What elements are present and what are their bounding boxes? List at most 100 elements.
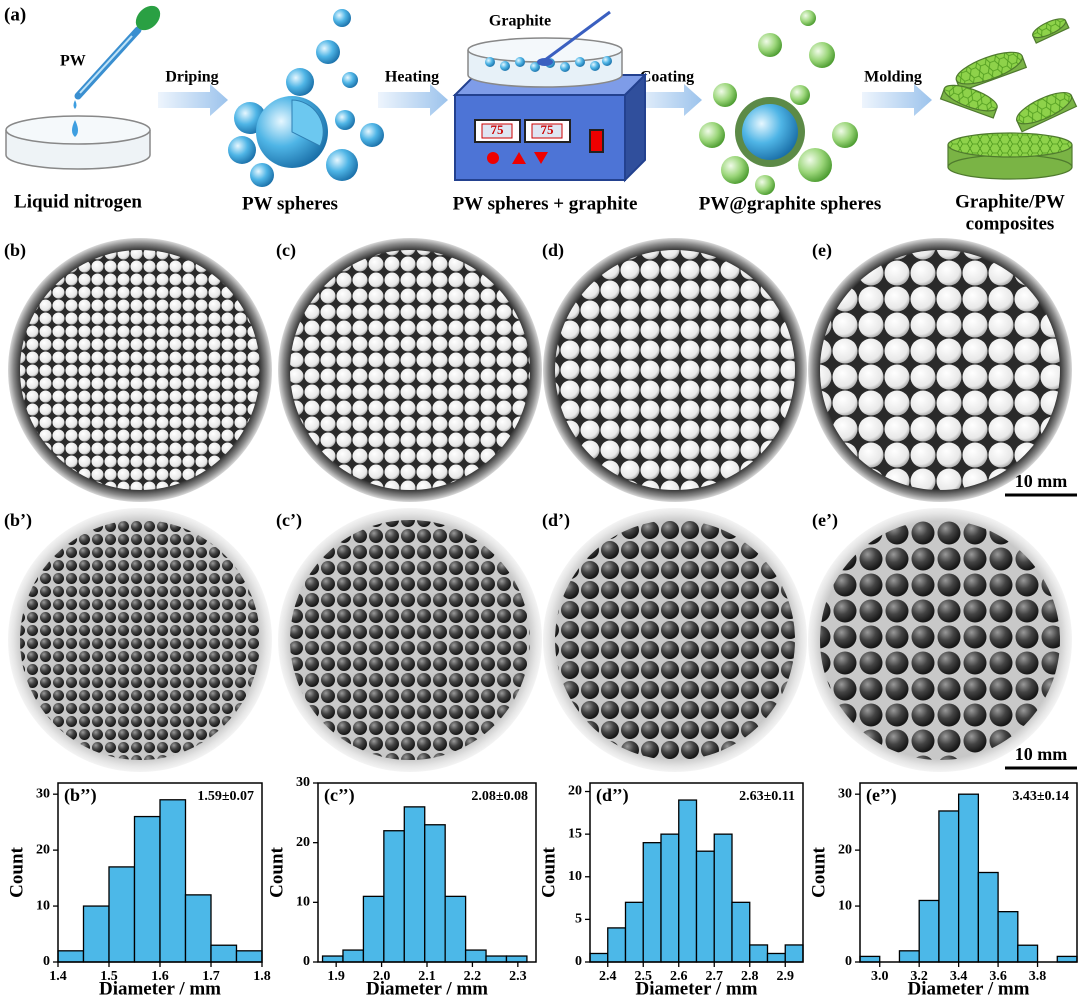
bar (108, 866, 136, 963)
arrow (862, 84, 932, 116)
stage-label: composites (966, 213, 1055, 234)
x-tick-label: 2.9 (777, 969, 795, 984)
plot-frame (589, 782, 804, 963)
bar (184, 894, 212, 963)
panel-label: (d’’) (596, 785, 629, 806)
scale-bar-label: 10 mm (1015, 744, 1068, 764)
y-tick-label: 15 (568, 826, 582, 841)
bar (678, 799, 698, 963)
panel-label: (d’) (542, 510, 570, 531)
bar (660, 833, 680, 963)
scale-bar-label: 10 mm (1015, 471, 1068, 491)
y-tick-label: 20 (568, 784, 582, 799)
y-tick-label: 10 (36, 898, 50, 913)
bar (210, 944, 238, 963)
x-axis-label: Diameter / mm (99, 978, 221, 999)
bar (642, 842, 662, 963)
annotation: 2.08±0.08 (471, 789, 528, 804)
bar (1017, 944, 1039, 963)
x-tick-label: 1.5 (100, 969, 118, 984)
histogram-chart: 1.9 2.0 2.1 2.2 2.3 0 10 20 30 Diameter / mm Count… (266, 775, 537, 999)
x-axis-label: Diameter / mm (907, 978, 1029, 999)
x-tick-label: 2.3 (509, 969, 527, 984)
bar (977, 871, 999, 963)
bar (342, 949, 365, 963)
bar (624, 901, 644, 963)
composite-discs (939, 18, 1078, 180)
bar (133, 815, 161, 963)
bar (57, 950, 85, 963)
panel-label: (e’) (812, 510, 838, 531)
annotation: 1.59±0.07 (197, 789, 254, 804)
bar (403, 806, 426, 963)
x-tick-label: 1.7 (202, 969, 220, 984)
display-value: 75 (541, 122, 555, 137)
bar (731, 901, 751, 963)
bar (235, 950, 263, 963)
bar (362, 895, 385, 963)
bar (444, 895, 467, 963)
pw-spheres (228, 9, 384, 187)
display-value: 75 (491, 122, 505, 137)
bar (898, 950, 920, 963)
panel-label: (c’’) (324, 785, 355, 806)
bar (383, 830, 405, 963)
panel-label: (b’’) (64, 785, 97, 806)
bar (938, 810, 960, 963)
x-tick-label: 2.2 (464, 969, 482, 984)
x-tick-label: 1.4 (49, 969, 67, 984)
x-axis-label: Diameter / mm (635, 978, 757, 999)
bar (82, 905, 110, 963)
x-axis-label: Diameter / mm (366, 978, 488, 999)
y-axis-label: Count (266, 846, 287, 897)
x-tick-label: 3.6 (989, 969, 1007, 984)
bar (485, 955, 508, 963)
x-tick-label: 1.9 (327, 969, 345, 984)
stage-label: PW@graphite spheres (699, 193, 882, 214)
bar (918, 899, 940, 963)
y-tick-label: 20 (838, 842, 852, 857)
panel-label: (e’’) (866, 785, 897, 806)
x-tick-label: 2.8 (741, 969, 759, 984)
panel-label: (a) (4, 4, 26, 25)
step-label: Molding (864, 69, 922, 86)
bar (749, 944, 769, 963)
stage-label: PW spheres (242, 193, 338, 214)
step-label: Driping (165, 69, 218, 86)
panel-label: (b’) (4, 510, 32, 531)
y-tick-label: 0 (303, 954, 310, 969)
stage-label: PW spheres + graphite (453, 193, 638, 214)
x-tick-label: 2.4 (599, 969, 617, 984)
step-label: Coating (640, 69, 694, 86)
photos-white: (b) (c) (d) (e) 10 mm (4, 238, 1077, 502)
y-tick-label: 10 (568, 869, 582, 884)
pw-label: PW (60, 53, 86, 70)
arrow (378, 84, 448, 116)
x-tick-label: 1.6 (151, 969, 169, 984)
y-axis-label: Count (808, 846, 829, 897)
panel-label: (c) (276, 240, 296, 261)
y-tick-label: 20 (36, 842, 50, 857)
petri-dish (5, 115, 151, 170)
arrow (158, 84, 228, 116)
y-tick-label: 0 (845, 954, 852, 969)
schematic: (a) PW Driping Heating Coating Molding (4, 4, 1078, 234)
coated-spheres (699, 10, 858, 195)
histogram-chart: 2.4 2.5 2.6 2.7 2.8 2.9 0 5 10 15 20 Diameter / mm C… (538, 782, 804, 999)
plot-frame (859, 782, 1078, 963)
bar (607, 927, 627, 963)
x-tick-label: 3.2 (910, 969, 928, 984)
bar (505, 955, 528, 963)
bar (159, 799, 187, 963)
y-tick-label: 5 (575, 912, 582, 927)
y-tick-label: 20 (296, 835, 310, 850)
annotation: 2.63±0.11 (739, 789, 795, 804)
stage-label: Liquid nitrogen (14, 191, 142, 212)
graphite-label: Graphite (489, 13, 551, 30)
y-tick-label: 30 (36, 786, 50, 801)
y-tick-label: 0 (43, 954, 50, 969)
y-tick-label: 30 (296, 775, 310, 790)
histogram-chart: 1.4 1.5 1.6 1.7 1.8 0 10 20 30 Diameter / mm Count… (6, 782, 271, 999)
bar (589, 952, 609, 963)
y-axis-label: Count (538, 846, 559, 897)
